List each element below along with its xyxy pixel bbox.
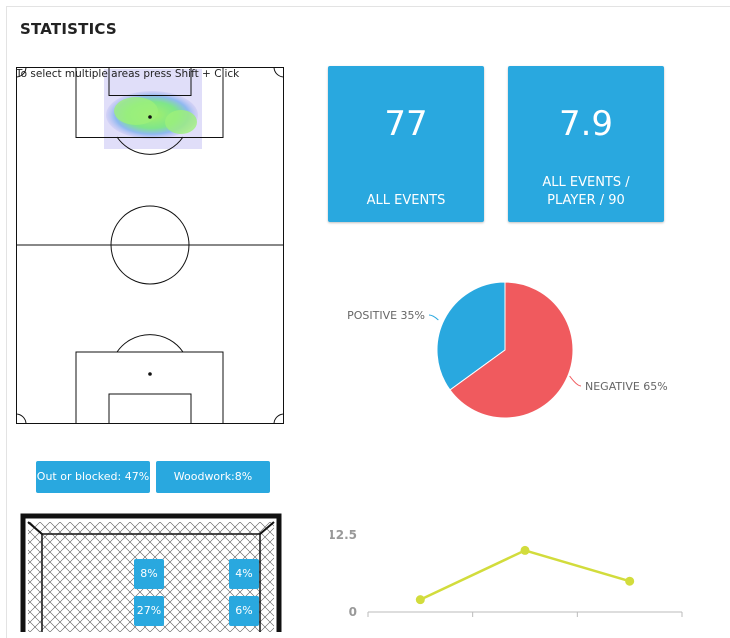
all-events-label-line: ALL EVENTS bbox=[366, 193, 446, 208]
page-title: STATISTICS bbox=[20, 20, 117, 38]
goal-zone-bottom-right[interactable]: 6% bbox=[229, 596, 259, 626]
pie-label-negative: NEGATIVE 65% bbox=[585, 380, 668, 393]
line-chart-point[interactable] bbox=[415, 595, 425, 605]
events-per-player-value: 7.9 bbox=[558, 104, 614, 144]
goal-zones: 8% 4% 27% 6% bbox=[20, 512, 282, 632]
pie-connector-negative bbox=[569, 375, 582, 387]
woodwork-badge[interactable]: Woodwork:8% bbox=[156, 461, 270, 493]
events-per-player-card: 7.9 ALL EVENTS / PLAYER / 90 bbox=[508, 66, 664, 222]
pitch-heatmap[interactable] bbox=[16, 67, 284, 424]
pie-slice-positive[interactable] bbox=[436, 281, 506, 391]
line-chart-series bbox=[419, 549, 631, 601]
line-chart-point[interactable] bbox=[625, 576, 635, 586]
pie-connector-positive bbox=[428, 314, 439, 321]
outcome-pie-chart: POSITIVE 35% NEGATIVE 65% bbox=[347, 281, 668, 419]
all-events-value: 77 bbox=[384, 104, 428, 144]
line-chart-y-tick-label: 0 bbox=[349, 605, 357, 619]
goal-zone-top-right[interactable]: 4% bbox=[229, 559, 259, 589]
pitch-selection-hint: To select multiple areas press Shift + C… bbox=[16, 68, 240, 80]
line-chart-point[interactable] bbox=[520, 545, 530, 555]
events-per-player-label-line-1: ALL EVENTS / bbox=[542, 175, 630, 190]
goal-zone-bottom-left[interactable]: 27% bbox=[134, 596, 164, 626]
line-chart-y-tick-label: 12.5 bbox=[330, 528, 357, 542]
events-line-chart: 12.50 bbox=[330, 528, 683, 619]
pie-label-positive: POSITIVE 35% bbox=[347, 309, 425, 322]
all-events-label: ALL EVENTS bbox=[328, 192, 484, 210]
goal-zone-top-left[interactable]: 8% bbox=[134, 559, 164, 589]
all-events-card: 77 ALL EVENTS bbox=[328, 66, 484, 222]
events-per-player-label: ALL EVENTS / PLAYER / 90 bbox=[508, 174, 664, 210]
pie-slice-negative[interactable] bbox=[449, 281, 574, 419]
events-per-player-label-line-2: PLAYER / 90 bbox=[547, 193, 625, 208]
out-or-blocked-badge[interactable]: Out or blocked: 47% bbox=[36, 461, 150, 493]
